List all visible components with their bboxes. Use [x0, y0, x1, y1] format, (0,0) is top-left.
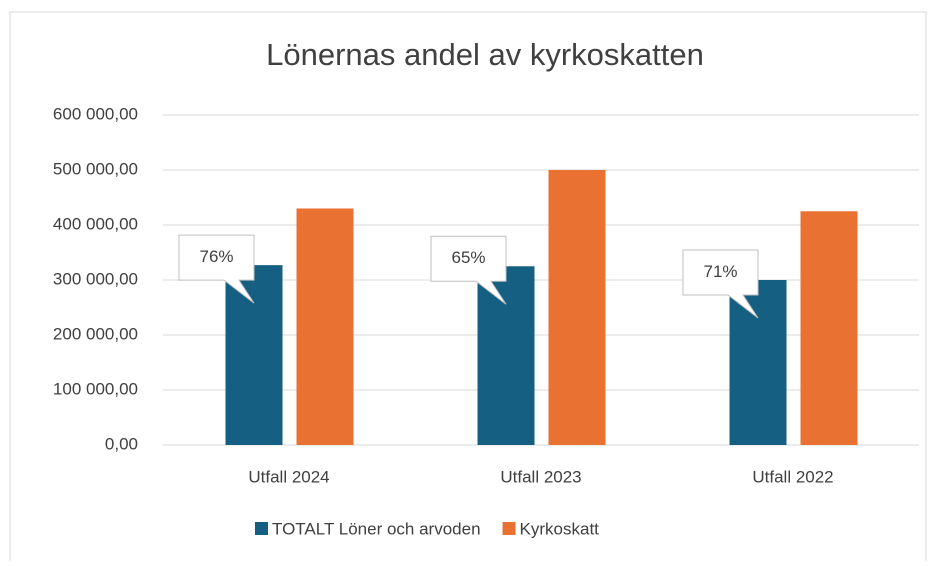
- callout: [178, 234, 255, 304]
- y-tick-label: 100 000,00: [53, 379, 138, 398]
- legend-swatch: [502, 522, 516, 535]
- callout-label: 71%: [703, 262, 737, 281]
- y-tick-label: 600 000,00: [53, 104, 138, 123]
- legend-label: Kyrkoskatt: [520, 519, 600, 538]
- legend-label: TOTALT Löner och arvoden: [272, 519, 481, 538]
- chart-title: Lönernas andel av kyrkoskatten: [266, 37, 704, 72]
- x-tick-label: Utfall 2024: [248, 467, 329, 486]
- y-tick-label: 0,00: [105, 434, 138, 453]
- callout-label: 76%: [199, 247, 233, 266]
- legend-swatch: [255, 522, 268, 535]
- y-tick-label: 300 000,00: [53, 269, 138, 288]
- bar: [729, 280, 787, 445]
- bar: [477, 266, 535, 445]
- y-tick-label: 200 000,00: [53, 324, 138, 343]
- bar: [225, 265, 283, 445]
- x-tick-label: Utfall 2022: [752, 467, 833, 486]
- y-tick-label: 500 000,00: [53, 159, 138, 178]
- callout-label: 65%: [451, 248, 485, 267]
- callout: [430, 235, 507, 305]
- x-tick-label: Utfall 2023: [500, 467, 581, 486]
- bar: [800, 211, 858, 445]
- callout: [682, 249, 759, 319]
- y-tick-label: 400 000,00: [53, 214, 138, 233]
- bar: [548, 170, 606, 445]
- bar: [296, 208, 354, 445]
